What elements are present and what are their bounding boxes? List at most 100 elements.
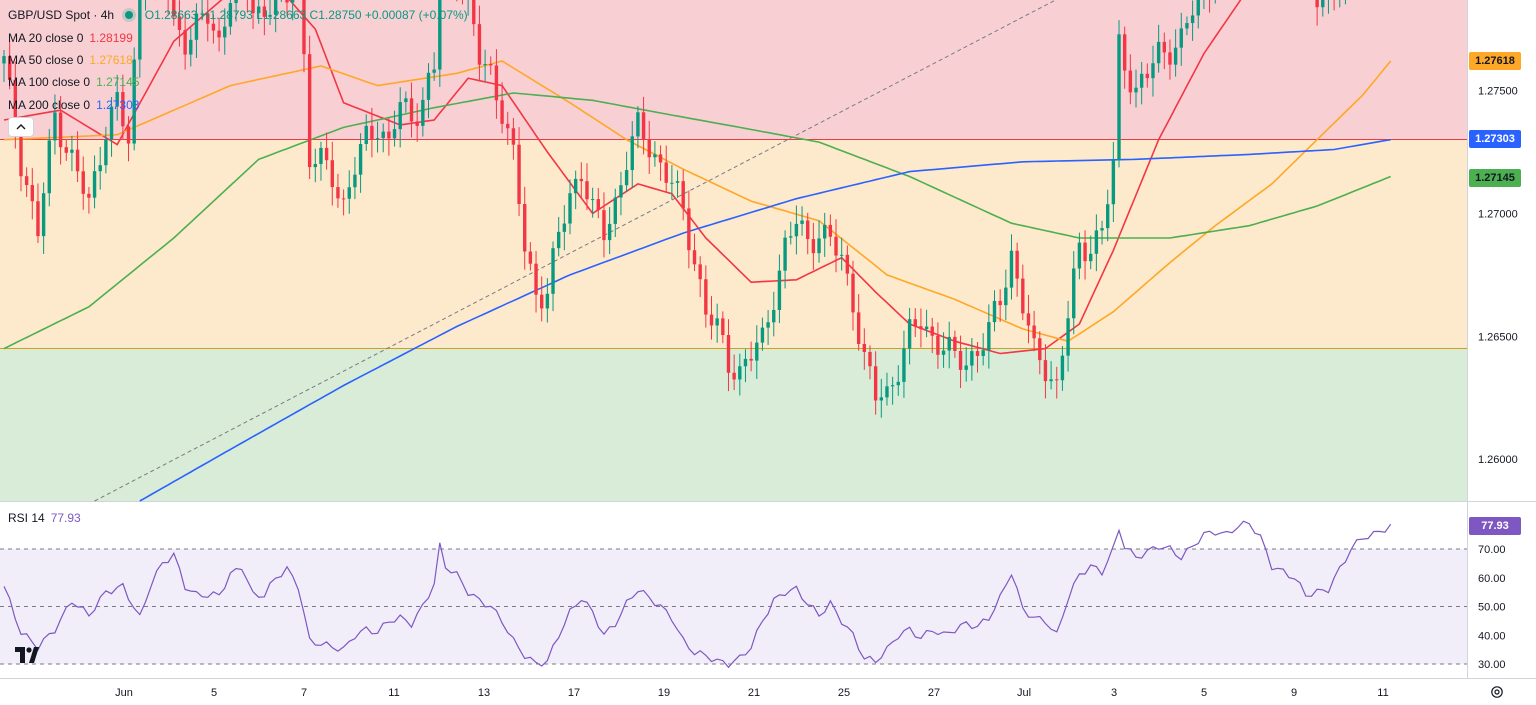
candle (743, 349, 748, 383)
candle (738, 353, 742, 396)
rsi-tick-2: 60.00 (1478, 573, 1506, 585)
candle (1060, 345, 1065, 391)
candle (1339, 0, 1341, 8)
candle (828, 214, 833, 247)
candle (145, 0, 146, 11)
candle (890, 376, 895, 405)
gear-icon[interactable] (1490, 685, 1504, 704)
candle (596, 188, 600, 219)
symbol-title[interactable]: GBP/USD Spot · 4h (8, 8, 115, 22)
candle (375, 121, 380, 153)
candle (1315, 0, 1319, 26)
candle (687, 190, 691, 269)
candle (1043, 344, 1048, 399)
candle (692, 233, 697, 272)
ma200-value: 1.27303 (96, 98, 140, 112)
price-tick-5: 1.26000 (1478, 454, 1518, 466)
grid-layer (0, 0, 1536, 679)
price-tag-6: 1.27145 (1469, 168, 1521, 187)
time-tick-5: 17 (568, 687, 580, 699)
ma20-legend[interactable]: MA 20 close 0 1.28199 (8, 31, 133, 45)
rsi-tick-1: 70.00 (1478, 544, 1506, 556)
candle (1196, 0, 1200, 29)
time-tick-6: 19 (658, 687, 670, 699)
ma200-legend[interactable]: MA 200 close 0 1.27303 (8, 98, 139, 112)
tradingview-logo-icon[interactable] (15, 647, 39, 668)
candle (87, 186, 91, 214)
candle (1004, 269, 1008, 321)
candle (523, 186, 527, 270)
candle (766, 310, 770, 345)
candle (1072, 251, 1076, 335)
candle (749, 341, 753, 372)
ma50-legend[interactable]: MA 50 close 0 1.27618 (8, 53, 133, 67)
candle (1089, 235, 1093, 270)
collapse-legend-button[interactable] (8, 117, 34, 137)
candle (211, 14, 216, 44)
ma-layer (3, 0, 1392, 502)
time-tick-11: 3 (1111, 687, 1117, 699)
candle (426, 63, 431, 119)
candle (806, 212, 810, 255)
candle (698, 256, 702, 298)
candle (540, 276, 544, 322)
time-tick-2: 7 (301, 687, 307, 699)
candle (285, 0, 289, 16)
candle (489, 56, 493, 75)
ma100-legend[interactable]: MA 100 close 0 1.27145 (8, 75, 139, 89)
candle (257, 0, 261, 24)
candle (879, 378, 883, 418)
ma100-label: MA 100 close 0 (8, 75, 91, 89)
candle (1145, 63, 1150, 88)
candle (823, 212, 827, 257)
candle (885, 372, 889, 406)
candle (273, 0, 278, 33)
candle (534, 250, 538, 313)
candle (619, 171, 623, 216)
candle (1032, 310, 1036, 352)
rsi-legend[interactable]: RSI 14 77.93 (8, 511, 81, 525)
zone-1 (0, 138, 1467, 348)
candle (364, 114, 368, 151)
price-tag-4: 1.27618 (1469, 52, 1521, 71)
ma100-line (3, 92, 1391, 350)
candle (370, 107, 374, 158)
candle (234, 0, 238, 22)
candle (194, 3, 199, 58)
candle (81, 156, 85, 210)
candle (1156, 24, 1161, 73)
candle (873, 351, 878, 415)
candle (556, 216, 561, 257)
candle (789, 221, 793, 245)
candle (392, 110, 397, 147)
market-status-icon[interactable] (125, 11, 134, 19)
candle (1094, 214, 1099, 272)
candle (347, 170, 351, 214)
candle (319, 141, 323, 181)
candle (404, 91, 408, 113)
candle (585, 163, 589, 211)
candle (1190, 0, 1195, 41)
rsi-label: RSI 14 (8, 511, 45, 525)
candle-layer (2, 0, 1346, 418)
candle (613, 188, 617, 237)
time-tick-7: 21 (748, 687, 760, 699)
candle (862, 328, 867, 370)
candle (834, 219, 838, 273)
candle (251, 0, 255, 30)
candle (562, 205, 567, 251)
candle (1185, 16, 1189, 36)
candle (1015, 242, 1019, 297)
candle (1333, 0, 1335, 11)
candle (630, 121, 634, 189)
candle (92, 155, 97, 209)
candle (517, 127, 521, 216)
candle (109, 97, 114, 157)
candle (970, 338, 974, 381)
candle (398, 87, 402, 148)
axis-layer: 1.285001.280001.275001.270001.265001.260… (115, 86, 1518, 699)
candle (800, 206, 804, 236)
candle (467, 0, 469, 16)
rsi-tick-4: 40.00 (1478, 630, 1506, 642)
